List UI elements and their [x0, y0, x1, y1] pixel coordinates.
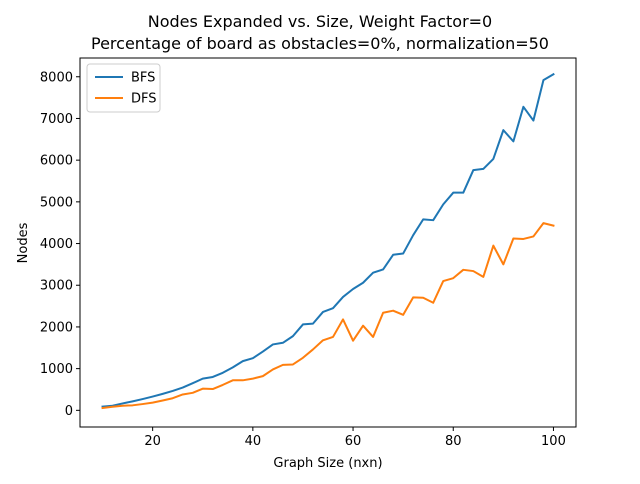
x-axis-label: Graph Size (nxn)	[273, 456, 382, 471]
x-tick-label: 100	[541, 434, 566, 449]
chart-subtitle: Percentage of board as obstacles=0%, nor…	[91, 34, 549, 53]
y-tick-label: 2000	[40, 320, 73, 335]
y-tick-label: 0	[65, 404, 73, 419]
chart-title: Nodes Expanded vs. Size, Weight Factor=0	[148, 12, 492, 31]
x-tick-label: 40	[245, 434, 262, 449]
y-tick-label: 1000	[40, 362, 73, 377]
legend-label-dfs: DFS	[131, 92, 157, 107]
y-tick-label: 4000	[40, 237, 73, 252]
y-tick-label: 3000	[40, 279, 73, 294]
series-line-dfs	[101, 222, 555, 410]
y-tick-label: 7000	[40, 112, 73, 127]
legend-label-bfs: BFS	[131, 71, 155, 86]
x-tick-label: 20	[144, 434, 161, 449]
y-axis-label: Nodes	[16, 222, 31, 263]
x-tick-label: 80	[445, 434, 462, 449]
y-tick-label: 5000	[40, 195, 73, 210]
series-line-bfs	[101, 72, 555, 408]
plot-frame	[79, 57, 577, 428]
y-tick-label: 6000	[40, 154, 73, 169]
x-tick-label: 60	[345, 434, 362, 449]
y-tick-label: 8000	[40, 70, 73, 85]
